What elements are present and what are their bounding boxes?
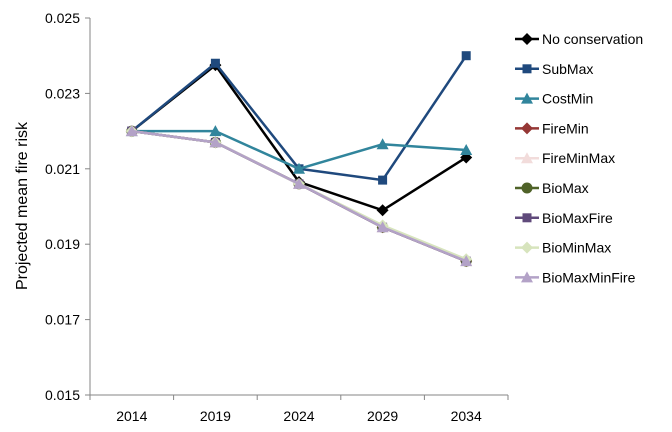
y-tick-label: 0.025 [45, 10, 80, 26]
legend-marker [522, 64, 532, 74]
legend-item: SubMax [515, 61, 593, 77]
x-tick-label: 2029 [367, 408, 398, 424]
legend-item: BioMaxFire [515, 210, 613, 226]
legend-marker [521, 122, 533, 135]
data-point [376, 138, 389, 150]
data-point [209, 125, 222, 137]
legend-label: BioMaxFire [542, 210, 613, 226]
legend-label: FireMin [542, 120, 589, 136]
legend-marker [521, 182, 533, 194]
y-tick-label: 0.015 [45, 387, 80, 403]
legend-marker [521, 152, 533, 164]
y-tick-label: 0.019 [45, 236, 80, 252]
series-line [131, 129, 467, 263]
legend-label: SubMax [542, 61, 593, 77]
x-tick-label: 2014 [116, 408, 147, 424]
x-tick-label: 2019 [200, 408, 231, 424]
data-point [293, 162, 305, 174]
legend: No conservation SubMax CostMin FireMin FireM… [515, 31, 643, 285]
data-point [376, 221, 389, 233]
data-point [209, 136, 222, 148]
plot-area: 0.015 0.017 0.019 0.021 0.023 0.025 2014 2019 20… [45, 10, 509, 424]
legend-marker [522, 213, 532, 223]
y-tick-label: 0.021 [45, 161, 80, 177]
legend-label: BioMax [542, 180, 589, 196]
legend-item: BioMinMax [515, 240, 611, 256]
legend-item: BioMaxMinFire [515, 269, 636, 285]
x-tick-label: 2034 [451, 408, 482, 424]
series-line [131, 55, 468, 182]
series-2 [125, 125, 473, 174]
series-8 [125, 125, 473, 267]
legend-marker [521, 33, 533, 45]
y-tick-label: 0.023 [45, 85, 80, 101]
data-point [125, 125, 138, 137]
legend-label: BioMaxMinFire [542, 269, 636, 285]
legend-item: FireMin [515, 120, 589, 136]
data-point [293, 177, 305, 189]
legend-item: CostMin [515, 91, 593, 107]
legend-marker [521, 271, 533, 283]
data-point [210, 58, 220, 68]
legend-item: FireMinMax [515, 150, 615, 166]
x-tick-label: 2024 [283, 408, 314, 424]
legend-label: No conservation [542, 31, 643, 47]
y-tick-label: 0.017 [45, 312, 80, 328]
legend-label: BioMinMax [542, 240, 611, 256]
y-axis-label: Projected mean fire risk [14, 121, 31, 290]
legend-item: No conservation [515, 31, 643, 47]
data-point [460, 143, 473, 155]
legend-label: CostMin [542, 91, 593, 107]
legend-marker [521, 92, 533, 104]
data-point [461, 51, 471, 61]
data-point [376, 204, 389, 217]
legend-item: BioMax [515, 180, 589, 196]
legend-marker [521, 241, 533, 254]
data-point [460, 255, 473, 267]
data-point [378, 175, 388, 185]
legend-label: FireMinMax [542, 150, 615, 166]
